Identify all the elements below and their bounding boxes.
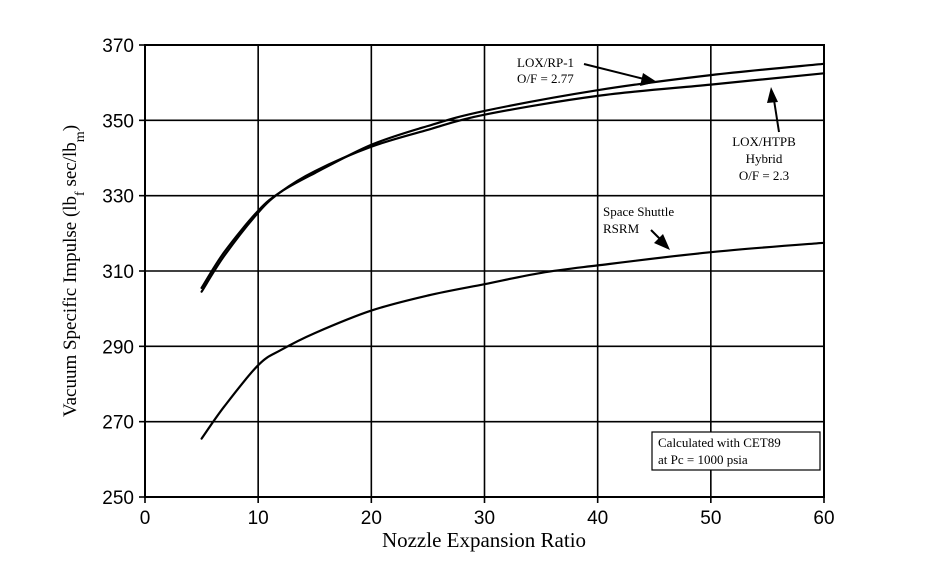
plot-frame: [144, 44, 825, 498]
series-lines: [200, 62, 826, 440]
grid: [145, 45, 824, 497]
x-tick-label: 20: [361, 508, 382, 529]
annotation-rsrm-line2: RSRM: [603, 221, 640, 236]
annotation-lox-rp1-line2: O/F = 2.77: [517, 71, 574, 86]
annotation-lox-htpb: LOX/HTPB Hybrid O/F = 2.3: [732, 87, 796, 183]
y-tick-label: 370: [102, 36, 134, 57]
series-line-lox-htpb-hybrid: [200, 72, 826, 293]
annotation-lox-htpb-line1: LOX/HTPB: [732, 134, 796, 149]
x-tick-label: 30: [474, 508, 495, 529]
annotation-lox-rp1-arrowhead: [640, 73, 657, 86]
series-line-lox-rp1: [200, 62, 826, 289]
x-tick-label: 40: [587, 508, 608, 529]
tick-labels: 0 10 20 30 40 50 60 250 270 290 310 330 350 370: [102, 36, 834, 529]
annotation-rsrm-line1: Space Shuttle: [603, 204, 674, 219]
calculation-note-line2: at Pc = 1000 psia: [658, 452, 748, 467]
annotation-lox-htpb-arrowhead: [767, 87, 778, 103]
x-axis-label: Nozzle Expansion Ratio: [382, 528, 586, 552]
y-tick-label: 250: [102, 488, 134, 509]
y-tick-label: 350: [102, 111, 134, 132]
annotation-lox-rp1: LOX/RP-1 O/F = 2.77: [517, 55, 657, 86]
annotation-rsrm-arrowhead: [654, 234, 670, 250]
annotation-lox-htpb-arrow: [773, 99, 780, 133]
series-line-space-shuttle-rsrm: [200, 241, 826, 440]
annotation-lox-htpb-line2: Hybrid: [746, 151, 783, 166]
annotation-rsrm: Space Shuttle RSRM: [603, 204, 674, 250]
annotation-lox-htpb-line3: O/F = 2.3: [739, 168, 789, 183]
y-axis-label: Vacuum Specific Impulse (lbf sec/lbm): [60, 125, 88, 417]
calculation-note-box: [651, 431, 821, 471]
x-tick-label: 50: [700, 508, 721, 529]
y-tick-label: 310: [102, 262, 134, 283]
x-tick-label: 0: [140, 508, 151, 529]
annotation-lox-rp1-line1: LOX/RP-1: [517, 55, 574, 70]
y-tick-label: 330: [102, 187, 134, 208]
x-tick-label: 60: [813, 508, 834, 529]
x-tick-label: 10: [248, 508, 269, 529]
y-tick-label: 270: [102, 413, 134, 434]
annotation-lox-rp1-arrow: [583, 63, 645, 80]
calculation-note: Calculated with CET89 at Pc = 1000 psia: [651, 431, 821, 471]
y-tick-label: 290: [102, 337, 134, 358]
calculation-note-line1: Calculated with CET89: [658, 435, 781, 450]
